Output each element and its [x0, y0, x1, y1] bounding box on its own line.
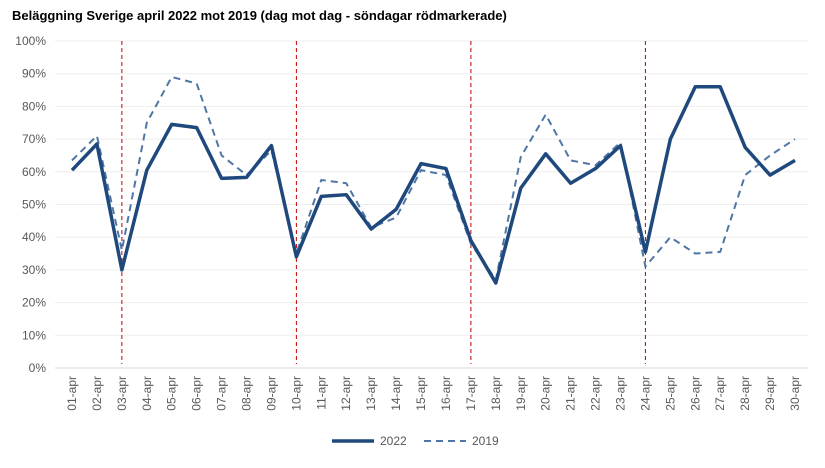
x-tick-label: 19-apr — [514, 376, 528, 411]
x-tick-label: 12-apr — [339, 376, 353, 411]
x-tick-label: 17-apr — [464, 376, 478, 411]
y-tick-label: 100% — [15, 34, 46, 48]
y-tick-label: 70% — [22, 132, 46, 146]
x-tick-label: 15-apr — [414, 376, 428, 411]
x-tick-label: 16-apr — [439, 376, 453, 411]
y-tick-label: 50% — [22, 198, 46, 212]
x-tick-label: 01-apr — [65, 376, 79, 411]
y-tick-label: 30% — [22, 263, 46, 277]
x-tick-label: 10-apr — [289, 376, 303, 411]
x-tick-label: 27-apr — [713, 376, 727, 411]
y-tick-label: 0% — [29, 361, 47, 375]
legend-label: 2022 — [380, 434, 407, 448]
series-line-2019 — [71, 75, 796, 281]
x-tick-label: 09-apr — [264, 376, 278, 411]
chart-title: Beläggning Sverige april 2022 mot 2019 (… — [12, 8, 507, 23]
legend-label: 2019 — [472, 434, 499, 448]
x-tick-label: 20-apr — [539, 376, 553, 411]
series-line-2022 — [70, 85, 796, 285]
y-tick-label: 90% — [22, 67, 46, 81]
y-tick-label: 60% — [22, 165, 46, 179]
x-tick-label: 13-apr — [364, 376, 378, 411]
x-tick-label: 03-apr — [115, 376, 129, 411]
x-tick-label: 28-apr — [738, 376, 752, 411]
y-tick-label: 20% — [22, 296, 46, 310]
x-tick-label: 02-apr — [90, 376, 104, 411]
x-tick-label: 24-apr — [638, 376, 652, 411]
y-tick-label: 80% — [22, 99, 46, 113]
x-tick-label: 22-apr — [589, 376, 603, 411]
x-tick-label: 30-apr — [788, 376, 802, 411]
x-tick-label: 06-apr — [190, 376, 204, 411]
x-tick-label: 23-apr — [613, 376, 627, 411]
x-tick-label: 04-apr — [140, 376, 154, 411]
y-tick-label: 10% — [22, 328, 46, 342]
x-tick-label: 07-apr — [215, 376, 229, 411]
x-tick-label: 14-apr — [389, 376, 403, 411]
x-tick-label: 21-apr — [564, 376, 578, 411]
x-tick-label: 18-apr — [489, 376, 503, 411]
x-tick-label: 25-apr — [663, 376, 677, 411]
x-tick-label: 11-apr — [314, 376, 328, 410]
x-tick-label: 08-apr — [240, 376, 254, 411]
x-tick-label: 26-apr — [688, 376, 702, 411]
x-tick-label: 05-apr — [165, 376, 179, 411]
x-tick-label: 29-apr — [763, 376, 777, 411]
y-tick-label: 40% — [22, 230, 46, 244]
